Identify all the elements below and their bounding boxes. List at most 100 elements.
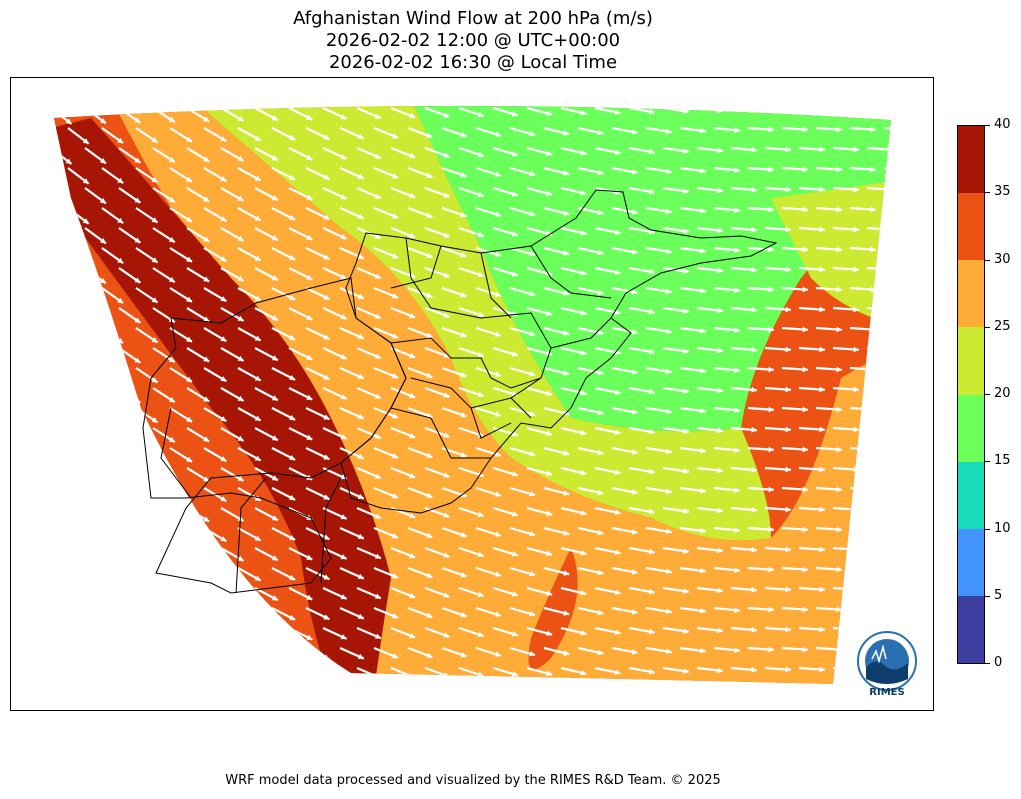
wind-arrow-head (529, 210, 536, 217)
wind-arrow-head (580, 269, 587, 276)
wind-arrow (186, 587, 210, 603)
wind-arrow (203, 607, 227, 623)
wind-arrow (54, 227, 73, 245)
wind-arrow (901, 108, 927, 110)
wind-arrow-head (921, 627, 926, 633)
wind-arrow-head (768, 486, 774, 493)
wind-arrow-head (340, 354, 347, 360)
wind-arrow-head (717, 227, 723, 234)
wind-arrow-head (289, 695, 295, 700)
wind-arrow-head (443, 272, 450, 278)
wind-arrow-head (887, 146, 891, 153)
wind-arrow (918, 208, 934, 210)
wind-arrow-head (648, 508, 655, 515)
wind-arrow-head (306, 314, 313, 320)
wind-arrow-head (65, 478, 72, 485)
wind-arrow-head (220, 456, 227, 462)
wind-arrow-head (836, 246, 842, 253)
wind-arrow-head (271, 555, 278, 561)
wind-arrow-head (82, 578, 89, 584)
wind-arrow-head (768, 406, 774, 413)
wind-arrow-head (494, 211, 501, 217)
wind-arrow-head (357, 533, 364, 540)
wind-arrow-head (529, 450, 536, 457)
wind-arrow (748, 688, 774, 690)
wind-arrow (866, 386, 891, 391)
wind-speed-field (54, 105, 891, 684)
wind-arrow-head (614, 589, 621, 595)
wind-arrow-head (904, 327, 909, 333)
wind-arrow-head (802, 486, 808, 493)
wind-arrow-head (563, 530, 570, 536)
wind-arrow-head (836, 566, 842, 573)
colorbar-tick (985, 394, 990, 395)
wind-arrow-head (683, 188, 689, 194)
wind-arrow-head (666, 688, 672, 694)
wind-arrow-head (203, 556, 210, 562)
wind-arrow (237, 647, 262, 662)
wind-arrow-head (529, 650, 536, 657)
wind-arrow-head (392, 213, 399, 219)
wind-arrow-head (374, 233, 381, 239)
wind-arrow (883, 166, 891, 171)
wind-arrow-head (836, 687, 841, 693)
wind-arrow-head (597, 609, 604, 616)
wind-arrow-head (768, 366, 774, 373)
wind-arrow (901, 388, 927, 390)
wind-arrow-head (785, 666, 791, 673)
wind-arrow-head (853, 426, 859, 433)
wind-arrow-head (374, 433, 381, 439)
colorbar-segment (958, 461, 984, 529)
wind-arrow-head (271, 635, 278, 641)
wind-arrow-head (392, 613, 399, 619)
wind-arrow-head (512, 511, 518, 517)
wind-arrow-head (409, 312, 416, 319)
wind-arrow-head (734, 167, 740, 173)
rimes-logo-icon (857, 631, 917, 691)
wind-arrow-head (357, 413, 364, 420)
wind-arrow-head (65, 158, 72, 165)
wind-arrow-head (203, 636, 210, 642)
wind-arrow-head (631, 609, 638, 615)
wind-arrow-head (220, 296, 227, 302)
wind-arrow-head (819, 626, 825, 633)
wind-arrow (849, 486, 877, 491)
wind-arrow-head (904, 447, 909, 453)
wind-arrow-head (580, 389, 587, 396)
wind-arrow-head (648, 548, 655, 555)
wind-arrow-head (220, 256, 227, 262)
wind-arrow-head (426, 132, 433, 139)
wind-arrow-head (751, 346, 757, 353)
wind-arrow-head (134, 157, 141, 163)
wind-arrow (68, 688, 89, 704)
wind-arrow-head (666, 448, 672, 455)
wind-arrow-head (289, 294, 296, 301)
wind-arrow-head (323, 294, 330, 300)
wind-arrow (152, 627, 176, 644)
colorbar-tick-label: 20 (994, 386, 1011, 401)
wind-arrow-head (306, 194, 313, 200)
wind-arrow-head (751, 626, 757, 633)
wind-arrow (101, 527, 124, 545)
wind-arrow (544, 688, 569, 694)
wind-arrow-head (734, 127, 740, 133)
wind-arrow-head (597, 569, 604, 576)
wind-arrow (101, 647, 124, 665)
wind-arrow-head (220, 616, 227, 622)
wind-arrow-head (220, 216, 227, 222)
wind-arrow-head (203, 476, 210, 482)
wind-arrow-head (426, 332, 433, 339)
wind-arrow (578, 688, 603, 694)
wind-arrow (883, 486, 891, 491)
wind-arrow-head (683, 308, 689, 314)
wind-arrow-head (237, 115, 244, 121)
map-panel: RIMES (10, 77, 934, 711)
wind-arrow-head (751, 146, 757, 153)
wind-arrow-head (289, 414, 296, 421)
colorbar-segment (958, 327, 984, 395)
wind-arrow-head (82, 138, 89, 144)
wind-arrow-head (134, 637, 141, 643)
wind-arrow-head (203, 516, 210, 522)
wind-arrow-head (99, 197, 106, 204)
wind-arrow-head (717, 147, 723, 154)
